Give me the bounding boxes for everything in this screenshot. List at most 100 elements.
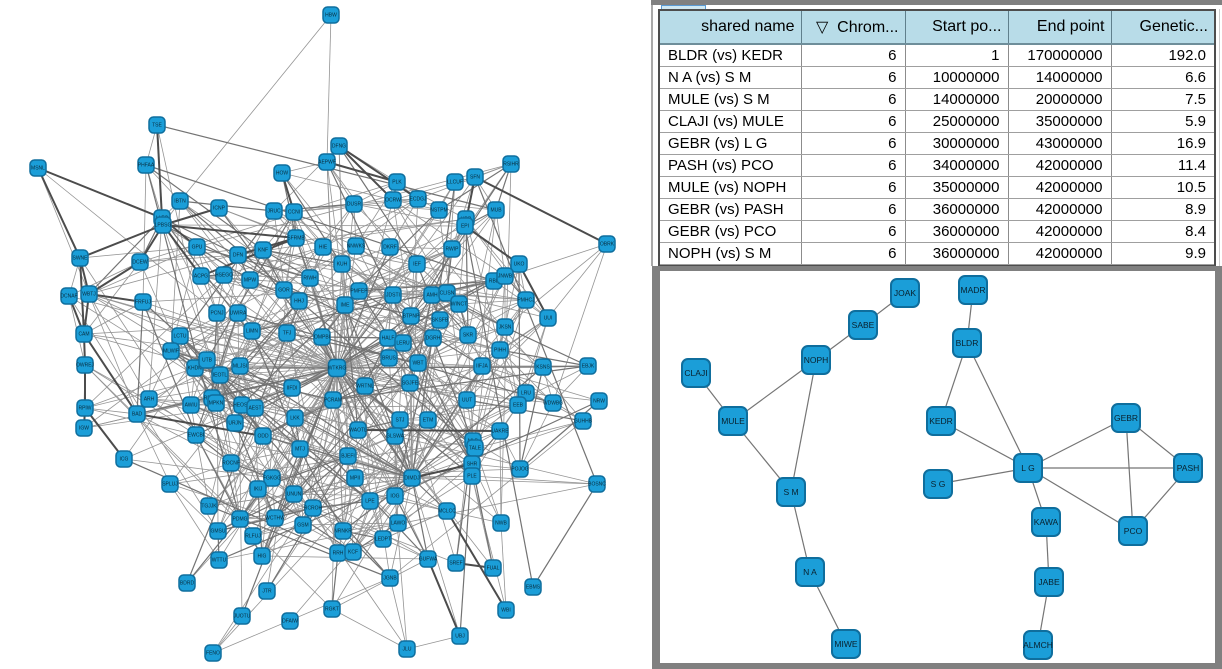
svg-text:FENO: FENO [206,651,220,657]
svg-text:DKRF: DKRF [383,245,397,251]
svg-text:PIHH: PIHH [494,348,506,354]
svg-text:MCLCC: MCLCC [438,509,456,515]
svg-text:DFNG: DFNG [332,144,346,150]
svg-text:MPII: MPII [350,476,360,482]
svg-text:JNWB: JNWB [498,274,513,280]
svg-text:SGJFE: SGJFE [402,381,419,387]
svg-text:GUHHB: GUHHB [574,419,593,425]
svg-text:MSNL: MSNL [31,166,45,172]
svg-text:LPE: LPE [365,499,375,505]
svg-text:IIFJA: IIFJA [476,364,488,370]
svg-text:KUH: KUH [337,262,348,268]
svg-text:WINCT: WINCT [451,302,467,308]
svg-text:GSM: GSM [297,523,308,529]
svg-text:SKR: SKR [463,333,474,339]
svg-text:LEDPT: LEDPT [375,537,391,543]
svg-text:FUAL: FUAL [487,566,500,572]
svg-text:GOR: GOR [278,288,290,294]
svg-text:ARH: ARH [144,397,155,403]
svg-text:UBJ: UBJ [455,634,465,640]
svg-text:CLAJI: CLAJI [684,368,707,378]
svg-text:MUB: MUB [490,208,502,214]
svg-text:ETM: ETM [423,418,434,424]
svg-text:KCF: KCF [348,550,358,556]
svg-text:HIG: HIG [258,554,267,560]
svg-text:RIWH: RIWH [303,276,317,282]
svg-text:BJEFI: BJEFI [341,454,355,460]
svg-text:GMSU: GMSU [211,529,226,535]
svg-text:DIMDJ: DIMDJ [404,476,420,482]
svg-text:PMHCJ: PMHCJ [517,298,535,304]
svg-text:TSE: TSE [152,123,162,129]
svg-text:S G: S G [931,479,946,489]
svg-text:MTJ: MTJ [295,447,305,453]
svg-text:SABE: SABE [852,320,875,330]
svg-text:AEPWF: AEPWF [318,160,336,166]
svg-text:JLU: JLU [403,647,412,653]
svg-text:DCEW: DCEW [132,260,148,266]
svg-text:LPBSG: LPBSG [155,223,172,229]
svg-text:MPKN: MPKN [209,401,224,407]
svg-text:TFJ: TFJ [283,331,292,337]
svg-text:AEST: AEST [248,406,261,412]
svg-text:LCTU: LCTU [173,334,186,340]
svg-text:NNWKS: NNWKS [347,244,366,250]
svg-text:WBT: WBT [412,361,423,367]
svg-text:EWCBI: EWCBI [188,433,204,439]
svg-text:IKIJ: IKIJ [254,487,263,493]
svg-text:HHJ: HHJ [294,299,304,305]
svg-text:KEDR: KEDR [929,416,953,426]
svg-text:RGKT: RGKT [325,607,339,613]
svg-text:JUOTU: JUOTU [234,614,251,620]
svg-text:ICG: ICG [120,457,129,463]
svg-text:UUT: UUT [462,398,472,404]
svg-text:OBRK: OBRK [600,242,615,248]
svg-text:BLDR: BLDR [956,338,979,348]
svg-text:JTR: JTR [262,589,272,595]
svg-text:WTTU: WTTU [212,558,227,564]
svg-text:IOG: IOG [390,494,399,500]
svg-text:MPW: MPW [244,278,257,284]
svg-text:SFN: SFN [470,175,480,181]
svg-text:JKSN: JKSN [499,325,512,331]
svg-text:TALE: TALE [469,446,482,452]
svg-text:GLSWA: GLSWA [386,434,405,440]
svg-text:JGNB: JGNB [383,576,397,582]
svg-text:SPLUJ: SPLUJ [162,482,178,488]
svg-text:ECDGJ: ECDGJ [410,197,427,203]
svg-text:IBTN: IBTN [174,199,186,205]
svg-text:WBI: WBI [501,608,510,614]
svg-text:HBW: HBW [325,13,337,19]
svg-text:IME: IME [341,303,351,309]
svg-text:DFN: DFN [233,253,244,259]
svg-text:DCNAF: DCNAF [60,294,77,300]
svg-text:UKO: UKO [514,262,525,268]
svg-text:EEB: EEB [513,403,524,409]
svg-text:OCRW: OCRW [385,198,401,204]
svg-text:JDSTI: JDSTI [386,293,400,299]
svg-text:BDRD: BDRD [180,581,195,587]
svg-text:LAWO: LAWO [391,521,406,527]
svg-text:ACPG: ACPG [194,274,208,280]
svg-text:RWIP: RWIP [446,247,460,253]
svg-text:PLE: PLE [467,474,477,480]
svg-text:DUSR: DUSR [347,202,362,208]
svg-text:PDMG: PDMG [233,517,248,523]
svg-text:PCNJ: PCNJ [210,311,224,317]
svg-text:WAOTL: WAOTL [349,428,367,434]
svg-text:CAM: CAM [78,332,89,338]
svg-text:PCO: PCO [1124,526,1143,536]
svg-text:GEBR: GEBR [1114,413,1138,423]
svg-text:IEOTL: IEOTL [213,373,228,379]
svg-text:ROCNF: ROCNF [222,461,240,467]
svg-text:L G: L G [1021,463,1034,473]
svg-text:UAKRE: UAKRE [491,429,509,435]
svg-text:HOW: HOW [276,171,289,177]
svg-text:PLK: PLK [392,180,402,186]
svg-text:EBJK: EBJK [582,364,595,370]
svg-text:URJN: URJN [228,421,242,427]
svg-text:ALMCH: ALMCH [1023,640,1053,650]
svg-text:AWIU: AWIU [185,403,198,409]
svg-text:RSIHR: RSIHR [503,162,519,168]
svg-text:EBMS: EBMS [526,585,541,591]
